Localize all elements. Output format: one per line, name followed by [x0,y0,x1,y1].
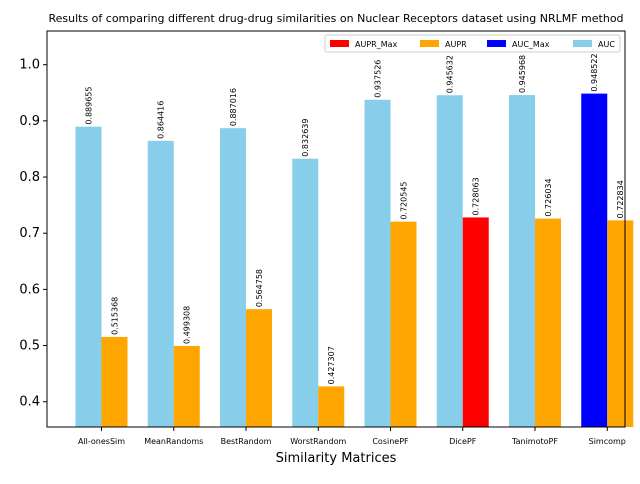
bar-auc-tanimotopf [509,95,535,428]
bar-aupr-all-onessim [101,336,128,427]
value-label: 0.564758 [255,269,264,307]
x-tick-label: TanimotoPF [511,437,558,446]
bar-auc-dicepf [436,95,463,427]
legend-label: AUPR_Max [355,40,398,49]
legend-swatch [573,40,592,47]
y-tick-label: 0.8 [19,170,40,185]
value-label: 0.722834 [616,180,625,218]
legend: AUPR_Max AUPR AUC_Max AUC [324,34,621,53]
value-label: 0.948522 [590,53,599,91]
value-label: 0.864416 [157,101,166,139]
legend-label: AUC_Max [512,40,550,49]
value-label: 0.937526 [374,60,383,98]
value-label: 0.427307 [327,346,336,384]
legend-label: AUC [598,40,615,49]
legend-swatch [330,40,349,47]
x-axis-label: Similarity Matrices [276,451,397,466]
bar-aupr-simcomp [607,220,634,427]
bar-aupr-cosinepf [390,221,417,427]
value-label: 0.832639 [301,119,310,157]
value-label: 0.945632 [446,55,455,93]
y-tick-label: 0.9 [19,114,40,129]
legend-label: AUPR [445,40,467,49]
value-label: 0.728063 [472,177,481,215]
bar-aupr-bestrandom [246,309,272,427]
bar-aupr-worstrandom [318,386,345,427]
plot-frame [46,30,626,428]
x-tick-label: MeanRandoms [144,437,203,446]
bar-auc-bestrandom [220,128,246,428]
x-tick-label: All-onesSim [78,437,125,446]
x-tick-label: DicePF [449,437,477,446]
legend-swatch [487,40,506,47]
value-label: 0.889655 [85,87,94,125]
chart-title: Results of comparing different drug-drug… [48,12,623,25]
bar-auc-all-onessim [75,126,102,427]
bar-aupr-tanimotopf [535,218,561,427]
x-tick-label: BestRandom [221,437,272,446]
bar-aupr-meanrandoms [173,345,200,427]
legend-box [324,34,621,53]
bar-auc-simcomp [581,93,608,427]
y-tick-label: 0.7 [19,226,40,241]
legend-swatch [420,40,439,47]
value-label: 0.499308 [183,306,192,344]
y-tick-label: 0.5 [19,339,40,354]
x-tick-label: CosinePF [372,437,409,446]
value-label: 0.887016 [229,88,238,126]
bar-aupr-dicepf [462,217,489,427]
value-label: 0.726034 [544,178,553,216]
y-tick-label: 1.0 [19,58,40,73]
bar-auc-meanrandoms [147,140,174,427]
bar-auc-worstrandom [292,158,319,427]
value-label: 0.515368 [111,297,120,335]
bar-auc-cosinepf [364,99,391,427]
value-label: 0.720545 [400,182,409,220]
y-tick-label: 0.4 [19,395,40,410]
value-label: 0.945968 [518,55,527,93]
x-tick-label: WorstRandom [290,437,346,446]
x-tick-label: Simcomp [589,437,626,446]
y-tick-label: 0.6 [19,282,40,297]
